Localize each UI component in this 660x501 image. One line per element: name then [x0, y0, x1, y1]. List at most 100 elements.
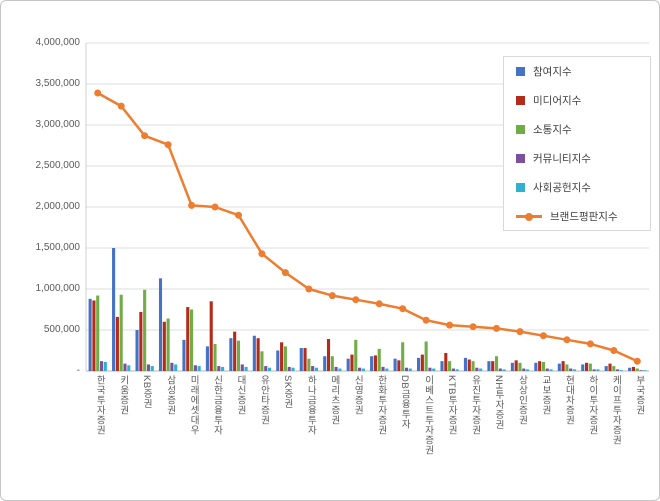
bar-사회공헌지수	[127, 365, 131, 371]
line-marker	[352, 296, 360, 304]
bar-참여지수	[417, 357, 421, 371]
line-marker	[633, 357, 641, 365]
bar-커뮤니티지수	[592, 369, 596, 371]
bar-소통지수	[541, 361, 545, 371]
bar-커뮤니티지수	[264, 366, 268, 371]
community-swatch-icon	[516, 154, 525, 163]
bar-커뮤니티지수	[475, 367, 479, 371]
line-marker	[539, 332, 547, 340]
line-marker	[305, 285, 313, 293]
line-marker	[422, 316, 430, 324]
x-axis-label: 하이투자증권	[586, 375, 598, 435]
participation-swatch-icon	[516, 67, 525, 76]
y-axis-label: 2,000,000	[35, 201, 81, 212]
bar-참여지수	[112, 248, 116, 371]
bar-커뮤니티지수	[404, 367, 409, 371]
bar-참여지수	[628, 367, 632, 371]
bar-미디어지수	[350, 354, 354, 371]
line-marker	[94, 89, 102, 97]
bar-사회공헌지수	[385, 368, 389, 371]
line-marker	[258, 250, 266, 258]
bar-미디어지수	[444, 352, 448, 371]
x-axis-label: 유안타증권	[258, 375, 270, 425]
line-marker	[586, 340, 594, 348]
bar-참여지수	[370, 356, 374, 371]
bar-사회공헌지수	[432, 368, 436, 371]
bar-참여지수	[229, 338, 233, 371]
bar-커뮤니티지수	[146, 364, 150, 371]
bar-소통지수	[354, 339, 358, 371]
line-marker	[117, 102, 125, 110]
bar-커뮤니티지수	[569, 368, 573, 371]
x-axis-label: 현대차증권	[563, 375, 575, 425]
line-marker	[281, 269, 289, 277]
bar-소통지수	[330, 356, 334, 371]
bar-커뮤니티지수	[639, 370, 643, 371]
bar-사회공헌지수	[244, 366, 248, 371]
bar-미디어지수	[256, 338, 260, 371]
bar-커뮤니티지수	[240, 364, 244, 371]
line-marker	[164, 141, 172, 149]
bar-소통지수	[119, 294, 123, 371]
bar-소통지수	[236, 340, 241, 371]
x-axis-label: 한국투자증권	[94, 375, 106, 435]
x-axis-label: 키움증권	[117, 375, 129, 415]
x-axis-label: 한화투자증권	[375, 375, 387, 435]
social-swatch-icon	[516, 183, 525, 192]
bar-사회공헌지수	[408, 368, 412, 371]
bar-미디어지수	[373, 355, 377, 371]
y-axis-label: -	[76, 365, 80, 376]
line-marker	[211, 203, 219, 211]
bar-참여지수	[534, 362, 538, 371]
legend-item-participation: 참여지수	[504, 57, 650, 86]
line-marker	[141, 132, 149, 140]
bar-사회공헌지수	[526, 369, 530, 371]
x-axis-label: 메리츠증권	[328, 375, 340, 425]
bar-커뮤니티지수	[451, 368, 455, 371]
bar-미디어지수	[139, 311, 143, 371]
x-axis-label: 신한금융투자	[211, 375, 223, 435]
bar-미디어지수	[420, 354, 424, 371]
communication-swatch-icon	[516, 125, 525, 134]
bar-사회공헌지수	[197, 366, 201, 371]
bar-미디어지수	[92, 300, 96, 371]
bar-커뮤니티지수	[287, 366, 291, 371]
x-axis-label: 이베스트투자증권	[422, 375, 434, 455]
x-axis-label: NH투자증권	[493, 375, 505, 430]
bar-미디어지수	[280, 342, 284, 371]
bar-커뮤니티지수	[334, 366, 338, 371]
bar-사회공헌지수	[455, 369, 459, 371]
bar-미디어지수	[491, 361, 495, 371]
bar-사회공헌지수	[549, 369, 553, 371]
y-axis-label: 500,000	[43, 324, 80, 335]
bar-소통지수	[260, 351, 264, 371]
bar-미디어지수	[631, 366, 636, 371]
line-marker	[563, 336, 571, 344]
bar-소통지수	[471, 361, 475, 371]
bar-참여지수	[487, 361, 491, 371]
bar-커뮤니티지수	[545, 368, 549, 371]
brand-index-line-icon	[516, 212, 542, 221]
legend-label: 참여지수	[533, 66, 572, 78]
x-axis-label: SK증권	[281, 375, 293, 409]
bar-사회공헌지수	[572, 369, 577, 371]
line-marker	[446, 321, 454, 329]
bar-참여지수	[440, 361, 444, 371]
line-marker	[235, 211, 242, 219]
bar-커뮤니티지수	[311, 366, 315, 371]
bar-참여지수	[205, 346, 209, 371]
line-marker	[469, 323, 477, 331]
line-marker	[375, 300, 383, 308]
bar-참여지수	[557, 363, 561, 371]
x-axis-label: 신영증권	[352, 375, 364, 415]
line-marker	[516, 328, 524, 336]
bar-참여지수	[158, 278, 163, 371]
bar-미디어지수	[186, 307, 190, 371]
bar-소통지수	[307, 358, 311, 371]
bar-사회공헌지수	[479, 368, 483, 371]
bar-커뮤니티지수	[522, 368, 526, 371]
x-axis-label: DB금융투자	[399, 375, 411, 430]
bar-커뮤니티지수	[99, 361, 104, 371]
legend-item-brand-index: 브랜드평판지수	[504, 202, 650, 231]
